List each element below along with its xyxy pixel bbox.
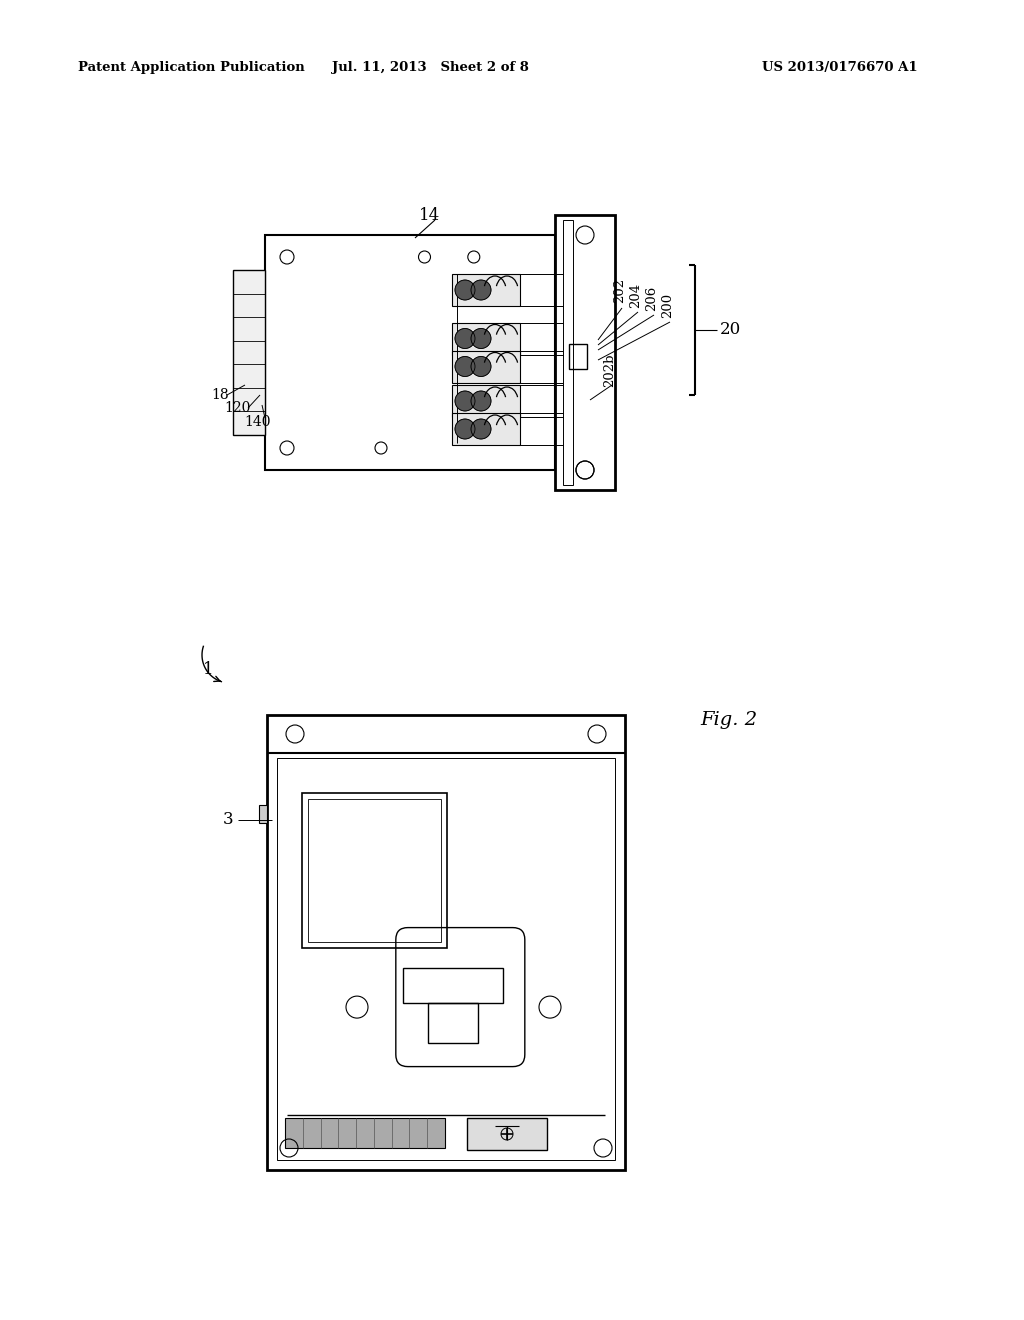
- Circle shape: [455, 356, 475, 376]
- Text: 1: 1: [203, 661, 213, 678]
- Circle shape: [471, 329, 490, 348]
- Text: Patent Application Publication: Patent Application Publication: [78, 62, 305, 74]
- Text: Jul. 11, 2013   Sheet 2 of 8: Jul. 11, 2013 Sheet 2 of 8: [332, 62, 528, 74]
- Text: 14: 14: [420, 206, 440, 223]
- Text: 140: 140: [245, 414, 271, 429]
- Bar: [278, 758, 615, 1160]
- Circle shape: [471, 391, 490, 411]
- Text: 202: 202: [613, 277, 627, 302]
- Bar: [259, 805, 267, 822]
- Circle shape: [471, 356, 490, 376]
- Text: 20: 20: [720, 322, 740, 338]
- Bar: [267, 715, 625, 1170]
- Bar: [233, 271, 265, 436]
- Bar: [452, 385, 520, 417]
- Text: 202b: 202b: [603, 354, 616, 387]
- Circle shape: [455, 418, 475, 440]
- Bar: [467, 1118, 547, 1150]
- Bar: [452, 322, 520, 355]
- Bar: [308, 799, 441, 942]
- Text: US 2013/0176670 A1: US 2013/0176670 A1: [762, 62, 918, 74]
- Bar: [452, 351, 520, 383]
- Text: 204: 204: [630, 282, 642, 308]
- Text: 200: 200: [662, 293, 675, 318]
- Bar: [563, 220, 573, 484]
- Bar: [452, 275, 520, 306]
- Text: 206: 206: [645, 285, 658, 310]
- Text: 120: 120: [225, 401, 251, 414]
- Bar: [452, 413, 520, 445]
- Bar: [285, 1118, 445, 1148]
- Bar: [265, 235, 555, 470]
- Text: 3: 3: [222, 812, 233, 829]
- Bar: [428, 1003, 478, 1043]
- Circle shape: [455, 391, 475, 411]
- Bar: [555, 215, 615, 490]
- Bar: [302, 793, 447, 948]
- Text: 18: 18: [211, 388, 228, 403]
- Circle shape: [471, 280, 490, 300]
- Circle shape: [455, 280, 475, 300]
- Text: Fig. 2: Fig. 2: [700, 711, 757, 729]
- Circle shape: [471, 418, 490, 440]
- Circle shape: [455, 329, 475, 348]
- Bar: [569, 345, 587, 370]
- Bar: [403, 968, 503, 1003]
